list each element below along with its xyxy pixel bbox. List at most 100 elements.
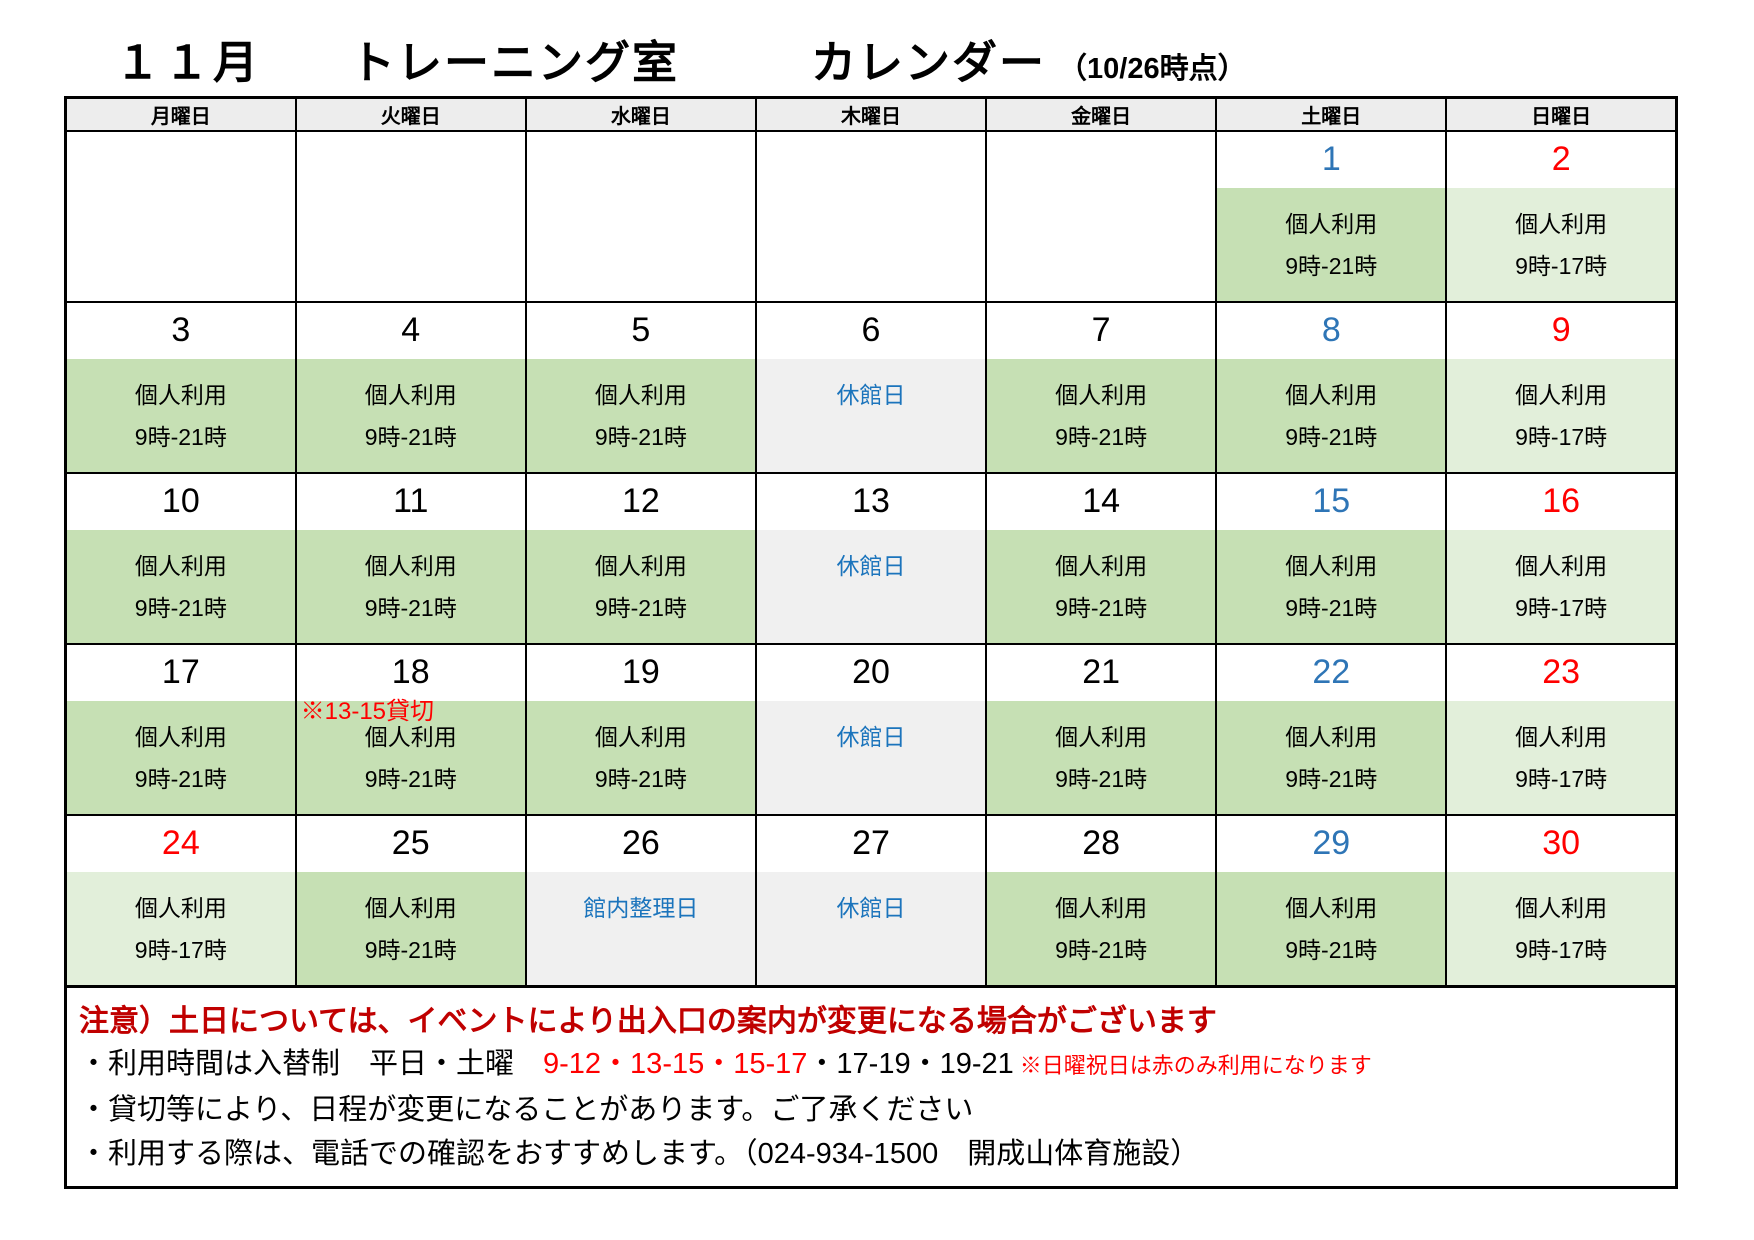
day-content xyxy=(67,187,295,301)
usage-label: 個人利用 xyxy=(1285,894,1378,921)
usage-hours: 9時-21時 xyxy=(134,765,227,792)
day-number: 28 xyxy=(987,815,1216,872)
usage-hours: 9時-21時 xyxy=(364,594,457,621)
usage-label: 個人利用 xyxy=(594,723,687,750)
day-content: 個人利用 9時-21時 xyxy=(296,529,525,643)
usage-hours: 9時-21時 xyxy=(1285,765,1378,792)
day-number: 30 xyxy=(1447,815,1675,872)
day-cell-19: 19 個人利用 9時-21時 xyxy=(524,642,757,816)
day-number: 24 xyxy=(67,815,295,872)
day-number: 23 xyxy=(1447,644,1675,701)
calendar-table: 月曜日 火曜日 水曜日 木曜日 金曜日 土曜日 日曜日 1 個人利用 9時-21時 2 個人利用 9時… xyxy=(64,96,1678,988)
day-number xyxy=(987,131,1216,188)
day-content: 個人利用 9時-21時 xyxy=(296,358,525,472)
page-title: １１月 トレーニング室 カレンダー （10/26時点） xyxy=(115,26,1247,91)
day-number: 22 xyxy=(1217,644,1446,701)
usage-hours: 9時-17時 xyxy=(1515,936,1608,963)
day-content: 個人利用 9時-17時 xyxy=(1447,358,1675,472)
day-cell-30: 30 個人利用 9時-17時 xyxy=(1445,813,1678,987)
day-cell-21: 21 個人利用 9時-21時 xyxy=(985,642,1218,816)
day-number xyxy=(67,131,295,188)
usage-hours: 9時-21時 xyxy=(594,423,687,450)
day-cell-13: 13 休館日 xyxy=(754,471,988,645)
day-content: 個人利用 9時-21時 xyxy=(296,871,525,985)
usage-label: 個人利用 xyxy=(1285,210,1378,237)
day-number: 15 xyxy=(1217,473,1446,530)
weekday-header-wed: 水曜日 xyxy=(524,96,757,132)
day-cell-empty xyxy=(524,129,757,303)
usage-hours: 9時-21時 xyxy=(364,936,457,963)
reserved-note: ※13-15貸切 xyxy=(300,697,435,725)
day-number: 6 xyxy=(756,302,986,359)
usage-hours: 9時-17時 xyxy=(1515,594,1608,621)
usage-hours: 9時-21時 xyxy=(1055,765,1148,792)
day-number: 11 xyxy=(296,473,525,530)
day-number xyxy=(296,131,525,188)
usage-label: 個人利用 xyxy=(1515,723,1608,750)
usage-label: 個人利用 xyxy=(1515,381,1608,408)
day-number: 14 xyxy=(987,473,1216,530)
day-cell-4: 4 個人利用 9時-21時 xyxy=(294,300,527,474)
usage-hours: 9時-21時 xyxy=(364,423,457,450)
usage-label: 休館日 xyxy=(836,894,906,921)
day-cell-20: 20 休館日 xyxy=(754,642,988,816)
usage-label: 個人利用 xyxy=(134,552,227,579)
weekday-header-row: 月曜日 火曜日 水曜日 木曜日 金曜日 土曜日 日曜日 xyxy=(64,96,1678,132)
day-cell-10: 10 個人利用 9時-21時 xyxy=(64,471,297,645)
title-asof-date: （10/26時点） xyxy=(1058,53,1247,85)
day-cell-29: 29 個人利用 9時-21時 xyxy=(1215,813,1448,987)
usage-label: 個人利用 xyxy=(134,381,227,408)
usage-hours: 9時-21時 xyxy=(1285,252,1378,279)
day-cell-16: 16 個人利用 9時-17時 xyxy=(1445,471,1678,645)
note-phone-contact: ・利用する際は、電話での確認をおすすめします。（024-934-1500 開成山… xyxy=(79,1137,1200,1170)
note-sunday-holiday: ※日曜祝日は赤のみ利用になります xyxy=(1019,1052,1372,1078)
day-content: 個人利用 9時-21時 xyxy=(67,700,295,814)
day-number: 29 xyxy=(1217,815,1446,872)
usage-label: 休館日 xyxy=(836,723,906,750)
day-content: 個人利用 9時-17時 xyxy=(1447,871,1675,985)
day-cell-8: 8 個人利用 9時-21時 xyxy=(1215,300,1448,474)
day-number: 13 xyxy=(756,473,986,530)
weekday-header-tue: 火曜日 xyxy=(294,96,527,132)
usage-hours: 9時-17時 xyxy=(1515,423,1608,450)
usage-hours: 9時-21時 xyxy=(134,423,227,450)
day-cell-7: 7 個人利用 9時-21時 xyxy=(985,300,1218,474)
calendar-week-row: 24 個人利用 9時-17時 25 個人利用 9時-21時 26 館内整理日 27 休館日 28 個人… xyxy=(64,813,1678,987)
day-number: 25 xyxy=(296,815,525,872)
day-number: 26 xyxy=(526,815,755,872)
usage-label: 個人利用 xyxy=(1055,894,1148,921)
day-content: 個人利用 9時-21時 xyxy=(1217,700,1446,814)
day-content: 休館日 xyxy=(756,871,986,985)
day-cell-24: 24 個人利用 9時-17時 xyxy=(64,813,297,987)
usage-label: 個人利用 xyxy=(134,894,227,921)
calendar-container: 月曜日 火曜日 水曜日 木曜日 金曜日 土曜日 日曜日 1 個人利用 9時-21時 2 個人利用 9時… xyxy=(64,96,1678,1189)
day-number: 21 xyxy=(987,644,1216,701)
day-content: 個人利用 9時-21時 xyxy=(67,529,295,643)
usage-label: 個人利用 xyxy=(1515,210,1608,237)
usage-label: 個人利用 xyxy=(1515,894,1608,921)
day-content: 個人利用 9時-21時 xyxy=(1217,187,1446,301)
day-cell-26: 26 館内整理日 xyxy=(524,813,757,987)
day-cell-6: 6 休館日 xyxy=(754,300,988,474)
usage-hours: 9時-21時 xyxy=(1285,594,1378,621)
calendar-week-row: 1 個人利用 9時-21時 2 個人利用 9時-17時 xyxy=(64,129,1678,303)
title-month: １１月 xyxy=(115,37,263,88)
day-cell-25: 25 個人利用 9時-21時 xyxy=(294,813,527,987)
calendar-week-row: 10 個人利用 9時-21時 11 個人利用 9時-21時 12 個人利用 9時-21時 13 休館… xyxy=(64,471,1678,645)
usage-label: 個人利用 xyxy=(1285,723,1378,750)
day-content: 個人利用 9時-21時 xyxy=(987,700,1216,814)
usage-label: 個人利用 xyxy=(594,381,687,408)
day-content: 個人利用 9時-21時 xyxy=(987,529,1216,643)
day-cell-1: 1 個人利用 9時-21時 xyxy=(1215,129,1448,303)
day-content: 休館日 xyxy=(756,700,986,814)
day-number: 19 xyxy=(526,644,755,701)
note-usage-hours: ・利用時間は入替制 平日・土曜 9-12・13-15・15-17・17-19・1… xyxy=(79,1042,1661,1088)
day-number: 3 xyxy=(67,302,295,359)
day-number: 20 xyxy=(756,644,986,701)
title-calendar: カレンダー xyxy=(811,37,1047,88)
day-cell-12: 12 個人利用 9時-21時 xyxy=(524,471,757,645)
day-content: 個人利用 9時-21時 xyxy=(526,700,755,814)
usage-label: 館内整理日 xyxy=(583,894,699,921)
day-cell-empty xyxy=(64,129,297,303)
